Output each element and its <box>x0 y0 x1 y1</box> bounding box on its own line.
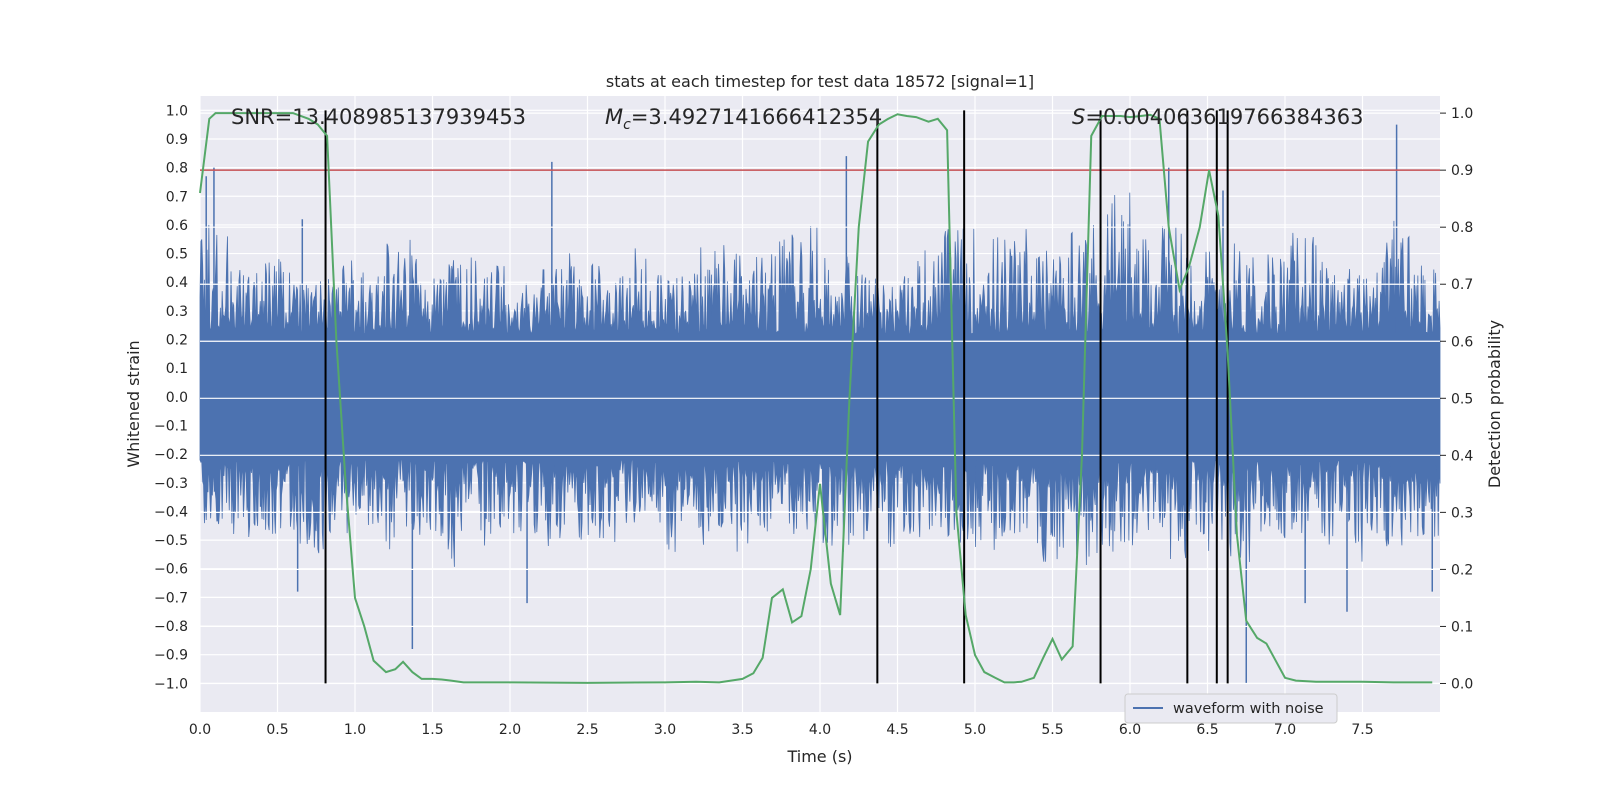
y-tick-label: 0.7 <box>166 189 188 205</box>
chirp-mass-subscript: c <box>623 117 631 133</box>
y-axis-label: Whitened strain <box>124 340 143 467</box>
y2-tick-label: 0.0 <box>1451 676 1473 692</box>
x-tick-label: 1.5 <box>421 722 443 738</box>
y-tick-label: −0.2 <box>154 447 188 463</box>
y-tick-labels: 1.0 0.9 0.8 0.7 0.6 0.5 0.4 0.3 0.2 0.1 0.0 −0.1 −0.… <box>154 103 188 692</box>
x-tick-label: 7.5 <box>1351 722 1373 738</box>
y2-tick-label: 0.1 <box>1451 619 1473 635</box>
chirp-mass-symbol: M <box>605 105 623 129</box>
s-value: =0.004063619766384363 <box>1085 105 1363 129</box>
y2-tick-label: 0.6 <box>1451 334 1473 350</box>
y-tick-label: 0.2 <box>166 333 188 349</box>
x-axis-label: Time (s) <box>786 747 852 766</box>
legend: waveform with noise <box>1124 693 1338 724</box>
y-tick-label: 0.8 <box>166 161 188 177</box>
y2-tick-label: 1.0 <box>1451 106 1473 122</box>
y-tick-label: −0.6 <box>154 562 188 578</box>
chirp-mass-annotation: Mc=3.4927141666412354 <box>605 105 882 133</box>
y-tick-label: −0.7 <box>154 590 188 606</box>
y-tick-label: 1.0 <box>166 103 188 119</box>
x-tick-labels: 0.0 0.5 1.0 1.5 2.0 2.5 3.0 3.5 4.0 4.5 5.0 5.5 6.0 6… <box>189 722 1374 738</box>
y-tick-label: −0.8 <box>154 619 188 635</box>
y-tick-label: −0.9 <box>154 648 188 664</box>
y2-tick-label: 0.9 <box>1451 163 1473 179</box>
y2-tick-label: 0.7 <box>1451 277 1473 293</box>
y-tick-label: −0.4 <box>154 504 188 520</box>
x-tick-label: 0.5 <box>266 722 288 738</box>
x-tick-label: 2.0 <box>499 722 521 738</box>
y2-tick-label: 0.4 <box>1451 448 1473 464</box>
x-tick-label: 7.0 <box>1274 722 1296 738</box>
x-tick-label: 0.0 <box>189 722 211 738</box>
x-tick-label: 6.5 <box>1196 722 1218 738</box>
x-tick-label: 6.0 <box>1119 722 1141 738</box>
y2-tick-label: 0.2 <box>1451 562 1473 578</box>
y2-tick-label: 0.5 <box>1451 391 1473 407</box>
y-tick-label: 0.0 <box>166 390 188 406</box>
x-tick-label: 5.5 <box>1041 722 1063 738</box>
y-tick-label: 0.6 <box>166 218 188 234</box>
y2-axis-label: Detection probability <box>1485 320 1504 488</box>
legend-label: waveform with noise <box>1173 701 1324 717</box>
s-annotation: S=0.004063619766384363 <box>1072 105 1363 129</box>
x-tick-label: 4.5 <box>886 722 908 738</box>
waveform-body <box>199 192 1441 567</box>
y-tick-label: 0.1 <box>166 361 188 377</box>
y-tick-label: 0.3 <box>166 304 188 320</box>
y2-tick-label: 0.3 <box>1451 505 1473 521</box>
legend-box <box>1124 693 1338 724</box>
y-tick-label: 0.4 <box>166 275 188 291</box>
x-tick-label: 2.5 <box>576 722 598 738</box>
detection-probability-line <box>199 112 1433 684</box>
chirp-mass-value: =3.4927141666412354 <box>631 105 882 129</box>
y-tick-label: 0.9 <box>166 132 188 148</box>
waveform-series <box>199 124 1441 684</box>
y2-tick-label: 0.8 <box>1451 220 1473 236</box>
y-tick-label: −0.1 <box>154 418 188 434</box>
snr-annotation: SNR=13.408985137939453 <box>231 105 526 129</box>
x-tick-label: 1.0 <box>344 722 366 738</box>
x-tick-label: 4.0 <box>809 722 831 738</box>
y-tick-label: −0.3 <box>154 476 188 492</box>
s-symbol: S <box>1072 105 1085 129</box>
secondary-grid-lines <box>200 112 1440 685</box>
x-tick-label: 5.0 <box>964 722 986 738</box>
vertical-event-lines <box>324 110 1229 684</box>
chart-title: stats at each timestep for test data 185… <box>606 72 1034 91</box>
x-tick-label: 3.5 <box>731 722 753 738</box>
y-tick-label: 0.5 <box>166 247 188 263</box>
x-tick-label: 3.0 <box>654 722 676 738</box>
y2-tick-labels: 1.0 0.9 0.8 0.7 0.6 0.5 0.4 0.3 0.2 0.1 0.0 <box>1440 106 1473 692</box>
y-tick-label: −0.5 <box>154 533 188 549</box>
y-tick-label: −1.0 <box>154 676 188 692</box>
